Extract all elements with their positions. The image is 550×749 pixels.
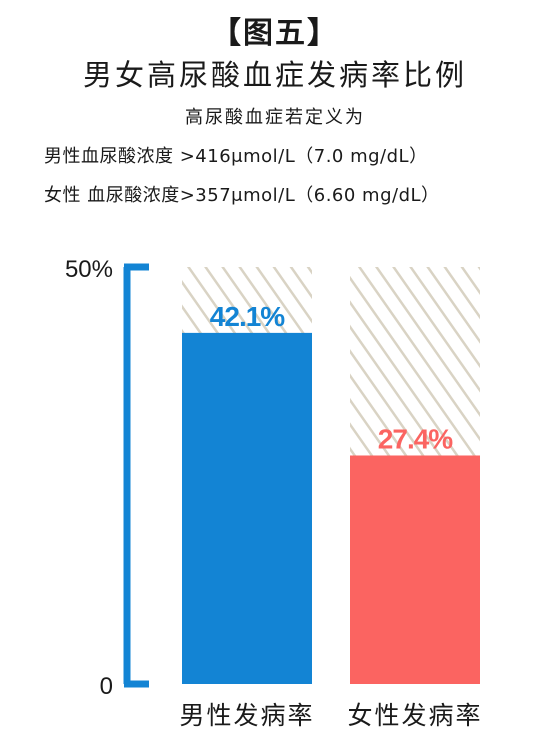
category-label: 女性发病率 [347,701,482,730]
y-axis: 50% 0 [65,256,149,700]
chart-title: 男女高尿酸血症发病率比例 [82,58,467,92]
y-tick-label: 50% [65,256,113,283]
definition-female: 女性 血尿酸浓度>357μmol/L（6.60 mg/dL） [44,185,440,206]
bar-value-label: 42.1% [210,301,285,332]
definition-heading: 高尿酸血症若定义为 [185,107,365,128]
definition-male: 男性血尿酸浓度 >416μmol/L（7.0 mg/dL） [44,146,428,167]
bar-value-label: 27.4% [378,423,453,454]
bar [350,455,480,684]
category-label: 男性发病率 [179,701,314,730]
bar [182,332,312,684]
y-tick-label: 0 [100,673,113,700]
chart-figure-label: 【图五】 [211,16,339,51]
bars: 42.1% 男性发病率 27.4% 女性发病率 [179,267,482,730]
